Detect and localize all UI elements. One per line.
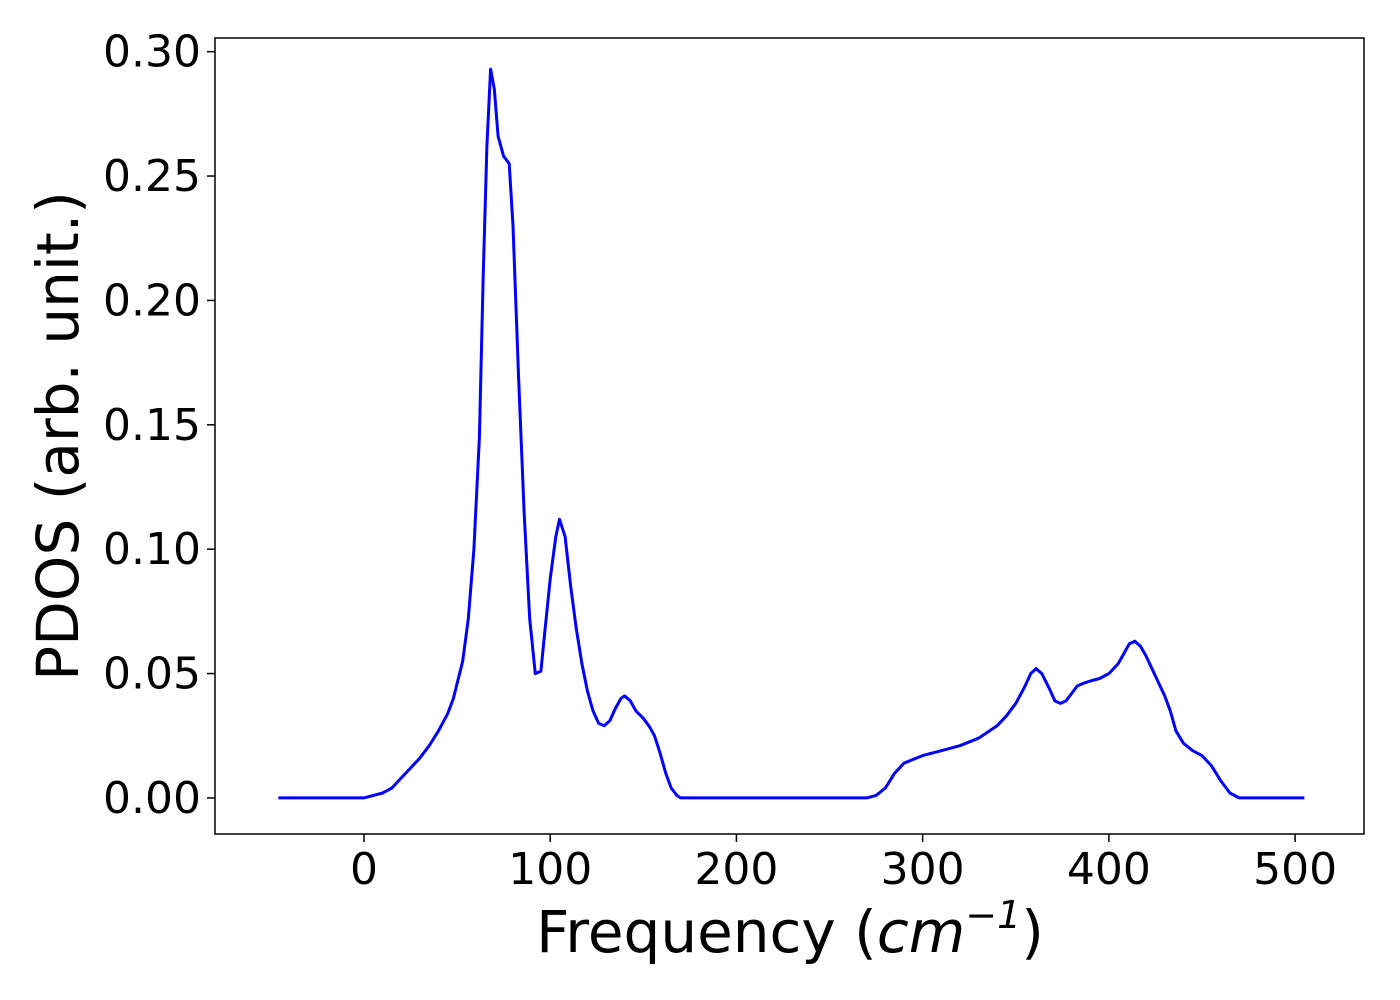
y-axis-label: PDOS (arb. unit.) <box>24 191 92 681</box>
x-axis-label: Frequency (cm−1) <box>536 893 1044 966</box>
y-tick-label: 0.30 <box>103 27 201 78</box>
x-tick-label: 200 <box>694 844 778 895</box>
x-tick-label: 100 <box>508 844 592 895</box>
x-tick-label: 300 <box>881 844 965 895</box>
y-tick-label: 0.10 <box>103 524 201 575</box>
y-axis-ticks: 0.00 0.05 0.10 0.15 0.20 0.25 0.30 <box>103 27 215 824</box>
axes-frame <box>214 37 1365 835</box>
x-tick-label: 500 <box>1253 844 1337 895</box>
y-tick-label: 0.15 <box>103 400 201 451</box>
x-tick-label: 0 <box>350 844 378 895</box>
plot-area <box>214 37 1365 835</box>
x-axis-ticks: 0 100 200 300 400 500 <box>350 834 1337 895</box>
x-tick-label: 400 <box>1067 844 1151 895</box>
y-tick-label: 0.20 <box>103 275 201 326</box>
y-tick-label: 0.05 <box>103 649 201 700</box>
y-tick-label: 0.00 <box>103 773 201 824</box>
y-tick-label: 0.25 <box>103 151 201 202</box>
pdos-series-line <box>278 67 1305 800</box>
